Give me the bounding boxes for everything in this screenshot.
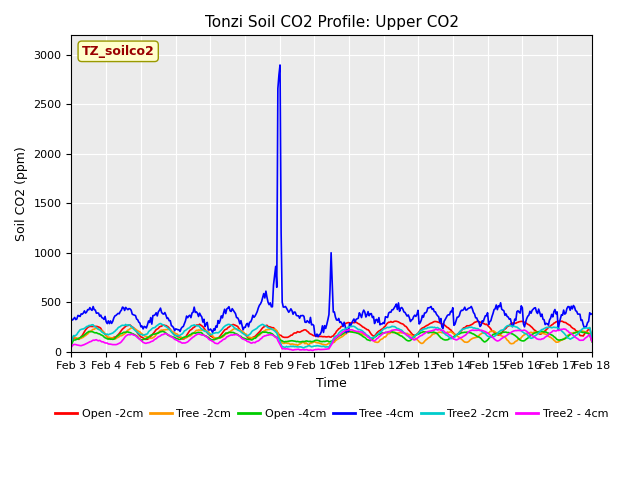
Tree2 -2cm xyxy=(157,321,164,326)
Tree -2cm xyxy=(588,338,596,344)
Tree2 -2cm xyxy=(68,338,76,344)
Open -2cm xyxy=(68,340,76,346)
Tree2 - 4cm xyxy=(308,348,316,353)
Tree2 -2cm xyxy=(588,334,596,340)
Open -2cm xyxy=(554,318,562,324)
Tree2 -2cm xyxy=(288,344,296,349)
Open -2cm xyxy=(450,331,458,336)
Tree2 - 4cm xyxy=(560,326,568,332)
Open -2cm xyxy=(384,320,392,326)
Open -4cm xyxy=(588,339,596,345)
Tree -4cm xyxy=(588,311,596,317)
Text: TZ_soilco2: TZ_soilco2 xyxy=(82,45,155,58)
Tree -4cm xyxy=(276,62,284,68)
Tree2 -2cm xyxy=(386,324,394,330)
Tree -2cm xyxy=(127,325,135,331)
Open -4cm xyxy=(541,329,549,335)
Tree -2cm xyxy=(543,332,550,337)
Tree -4cm xyxy=(386,309,394,315)
Open -2cm xyxy=(230,322,237,327)
Tree2 -2cm xyxy=(300,345,308,351)
Open -2cm xyxy=(588,334,596,340)
Tree2 - 4cm xyxy=(360,331,367,336)
Open -2cm xyxy=(359,324,367,330)
Tree -4cm xyxy=(452,318,460,324)
Y-axis label: Soil CO2 (ppm): Soil CO2 (ppm) xyxy=(15,146,28,241)
Open -4cm xyxy=(451,333,459,339)
Tree -2cm xyxy=(68,338,76,344)
Tree2 -2cm xyxy=(230,325,238,331)
Legend: Open -2cm, Tree -2cm, Open -4cm, Tree -4cm, Tree2 -2cm, Tree2 - 4cm: Open -2cm, Tree -2cm, Open -4cm, Tree -4… xyxy=(51,405,612,423)
Tree2 - 4cm xyxy=(451,336,459,342)
Open -4cm xyxy=(287,338,295,344)
Tree -4cm xyxy=(543,321,550,326)
Tree2 - 4cm xyxy=(287,347,295,352)
Open -4cm xyxy=(345,328,353,334)
Tree2 - 4cm xyxy=(588,338,596,344)
Tree2 - 4cm xyxy=(230,332,237,337)
Tree -2cm xyxy=(361,332,369,337)
Line: Tree2 -2cm: Tree2 -2cm xyxy=(72,324,592,348)
Line: Open -4cm: Open -4cm xyxy=(72,331,592,345)
Line: Tree -2cm: Tree -2cm xyxy=(72,328,592,346)
Open -4cm xyxy=(385,329,392,335)
Line: Tree2 - 4cm: Tree2 - 4cm xyxy=(72,329,592,350)
Tree2 - 4cm xyxy=(68,344,76,350)
Tree -2cm xyxy=(386,331,394,336)
Tree -4cm xyxy=(68,316,76,322)
Tree2 -2cm xyxy=(452,333,460,338)
X-axis label: Time: Time xyxy=(316,377,347,390)
Tree2 - 4cm xyxy=(385,329,392,335)
Tree -2cm xyxy=(294,343,301,348)
Tree -2cm xyxy=(452,332,460,338)
Tree2 -2cm xyxy=(543,324,550,330)
Tree -2cm xyxy=(288,341,296,347)
Open -4cm xyxy=(68,342,76,348)
Open -2cm xyxy=(540,329,548,335)
Tree -4cm xyxy=(361,309,369,315)
Tree2 -2cm xyxy=(361,330,369,336)
Open -4cm xyxy=(360,334,367,340)
Tree -4cm xyxy=(288,308,296,313)
Open -4cm xyxy=(230,330,237,336)
Tree -4cm xyxy=(314,334,322,339)
Tree -4cm xyxy=(230,308,237,313)
Title: Tonzi Soil CO2 Profile: Upper CO2: Tonzi Soil CO2 Profile: Upper CO2 xyxy=(205,15,459,30)
Tree -2cm xyxy=(230,326,238,332)
Tree2 - 4cm xyxy=(541,334,549,340)
Line: Tree -4cm: Tree -4cm xyxy=(72,65,592,336)
Open -2cm xyxy=(287,332,295,338)
Line: Open -2cm: Open -2cm xyxy=(72,321,592,343)
